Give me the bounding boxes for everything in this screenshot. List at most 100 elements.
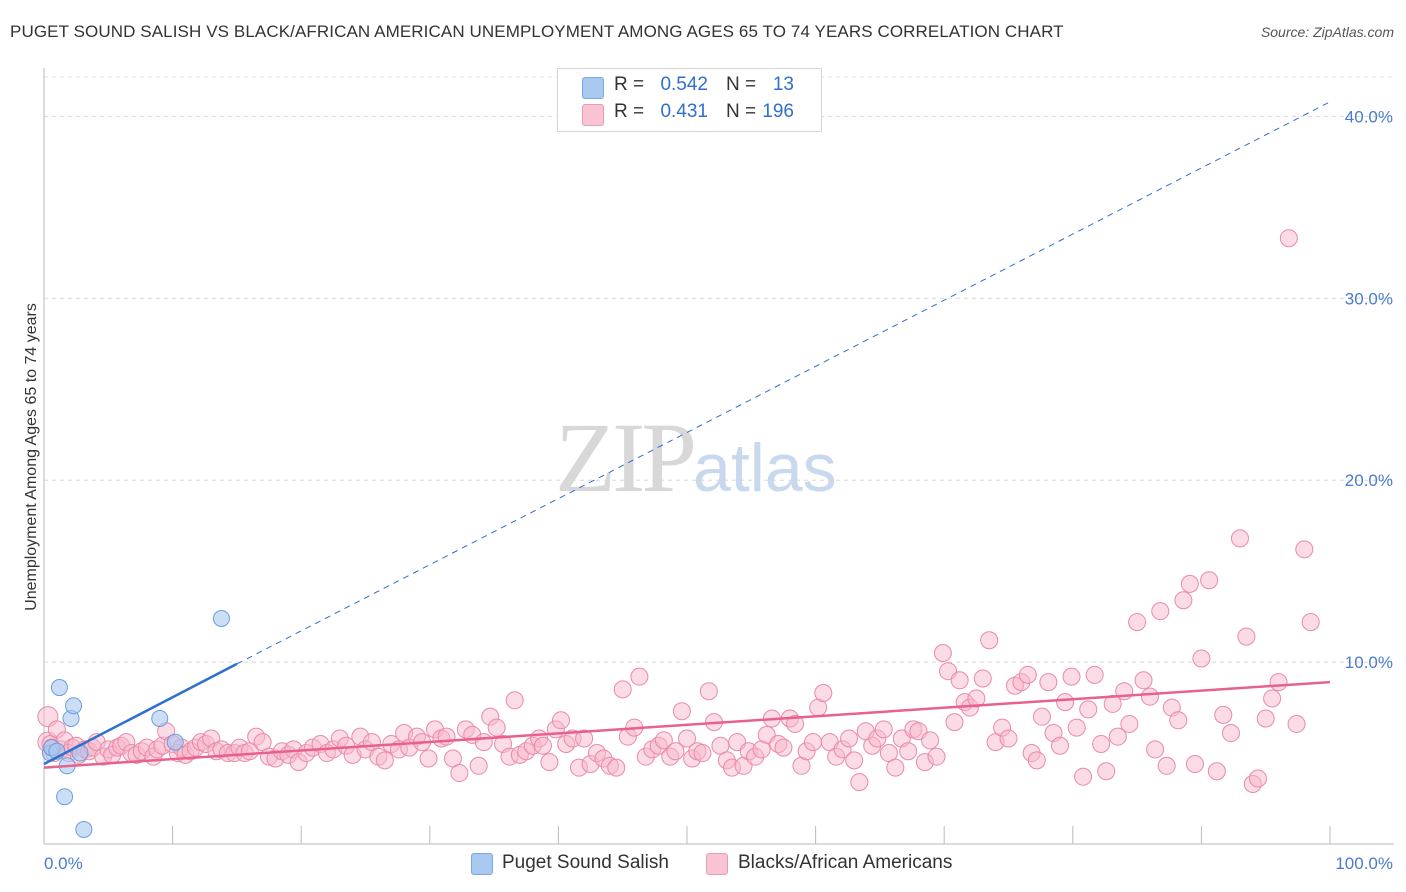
data-point-black bbox=[1027, 751, 1046, 770]
series-blacks-african-americans bbox=[37, 229, 1320, 793]
data-point-black bbox=[1151, 602, 1170, 621]
data-point-black bbox=[1207, 762, 1226, 781]
grid-lines bbox=[44, 76, 1394, 663]
y-tick-label: 30.0% bbox=[1345, 289, 1393, 308]
data-point-black bbox=[699, 682, 718, 701]
data-point-salish bbox=[56, 788, 74, 806]
data-point-black bbox=[1237, 627, 1256, 646]
data-point-black bbox=[921, 731, 940, 750]
data-point-black bbox=[967, 689, 986, 708]
data-point-black bbox=[973, 669, 992, 688]
data-point-black bbox=[1174, 591, 1193, 610]
data-point-black bbox=[980, 631, 999, 650]
data-point-black bbox=[1169, 711, 1188, 730]
data-point-black bbox=[1092, 734, 1111, 753]
data-point-black bbox=[375, 751, 394, 770]
y-tick-label: 40.0% bbox=[1345, 107, 1393, 126]
legend-row-black: R = 0.431 N = 196 bbox=[558, 101, 821, 127]
data-point-black bbox=[666, 742, 685, 761]
bottom-legend-swatch-salish bbox=[471, 853, 493, 875]
data-point-salish bbox=[166, 733, 184, 751]
data-point-black bbox=[1214, 705, 1233, 724]
data-point-black bbox=[533, 736, 552, 755]
legend-r-label: R = bbox=[614, 101, 645, 122]
data-point-black bbox=[1185, 754, 1204, 773]
data-point-black bbox=[945, 713, 964, 732]
data-point-black bbox=[933, 644, 952, 662]
data-point-salish bbox=[212, 609, 230, 627]
data-point-black bbox=[850, 773, 869, 792]
data-point-black bbox=[1287, 714, 1306, 733]
data-point-black bbox=[1146, 740, 1165, 759]
data-point-black bbox=[1062, 667, 1081, 686]
data-point-black bbox=[1140, 687, 1159, 706]
data-point-black bbox=[804, 733, 823, 752]
data-point-black bbox=[654, 731, 673, 750]
data-point-black bbox=[999, 729, 1018, 748]
data-point-black bbox=[1263, 689, 1282, 708]
data-point-black bbox=[450, 764, 469, 783]
legend-r-label: R = bbox=[614, 74, 645, 95]
source-label: Source: ZipAtlas.com bbox=[1260, 24, 1394, 40]
data-point-black bbox=[1157, 756, 1176, 775]
data-point-black bbox=[1079, 700, 1098, 719]
data-point-black bbox=[874, 720, 893, 739]
data-point-black bbox=[1301, 613, 1320, 632]
data-point-black bbox=[540, 753, 559, 772]
y-tick-label: 20.0% bbox=[1345, 471, 1393, 490]
bottom-legend-label-black: Blacks/African Americans bbox=[738, 852, 953, 873]
data-point-salish bbox=[50, 679, 68, 697]
legend-row-salish: R = 0.542 N = 13 bbox=[558, 74, 821, 100]
data-point-black bbox=[551, 711, 570, 730]
legend-n-label: N = bbox=[726, 74, 757, 95]
data-point-black bbox=[1279, 229, 1298, 248]
watermark-zip: ZIP bbox=[555, 402, 697, 513]
data-point-black bbox=[1269, 673, 1288, 692]
legend-n-value: 13 bbox=[772, 74, 794, 95]
data-point-black bbox=[1192, 649, 1211, 668]
data-point-black bbox=[1108, 727, 1127, 746]
data-point-black bbox=[1085, 665, 1104, 684]
data-point-black bbox=[1248, 769, 1267, 788]
x-tick-label: 100.0% bbox=[1335, 854, 1393, 873]
chart-title: PUGET SOUND SALISH VS BLACK/AFRICAN AMER… bbox=[10, 22, 1064, 41]
data-point-black bbox=[613, 680, 632, 699]
data-point-black bbox=[1032, 707, 1051, 726]
data-point-black bbox=[950, 671, 969, 690]
data-point-black bbox=[927, 747, 946, 766]
data-point-black bbox=[1256, 709, 1275, 728]
legend-swatch-black bbox=[582, 104, 604, 126]
data-point-black bbox=[630, 667, 649, 686]
series-puget-sound-salish bbox=[41, 609, 230, 838]
data-point-black bbox=[469, 756, 488, 775]
y-axis-label: Unemployment Among Ages 65 to 74 years bbox=[23, 303, 40, 611]
data-point-black bbox=[1221, 724, 1240, 743]
legend-r-value: 0.542 bbox=[660, 74, 708, 95]
bottom-legend-swatch-black bbox=[706, 853, 728, 875]
legend: R = 0.542 N = 13 R = 0.431 N = 196 bbox=[557, 68, 822, 132]
tick-labels: 10.0% 20.0% 30.0% 40.0% 0.0% 100.0% bbox=[44, 107, 1393, 873]
bottom-legend-label-salish: Puget Sound Salish bbox=[502, 852, 669, 873]
data-point-black bbox=[1128, 613, 1147, 632]
trend-line-salish bbox=[43, 662, 238, 766]
data-point-black bbox=[672, 702, 691, 721]
data-point-black bbox=[1097, 762, 1116, 781]
data-point-black bbox=[1039, 673, 1058, 692]
trend-line-black bbox=[43, 680, 1331, 769]
data-point-black bbox=[419, 749, 438, 768]
x-tick-label: 0.0% bbox=[44, 854, 83, 873]
data-point-black bbox=[1056, 693, 1075, 712]
data-point-black bbox=[1074, 767, 1093, 786]
data-point-black bbox=[886, 758, 905, 777]
data-point-salish bbox=[151, 709, 169, 727]
data-point-black bbox=[505, 691, 524, 710]
data-point-black bbox=[1200, 571, 1219, 590]
data-point-black bbox=[840, 729, 859, 748]
data-point-black bbox=[1018, 665, 1037, 684]
legend-r-value: 0.431 bbox=[660, 101, 708, 122]
data-point-black bbox=[1134, 671, 1153, 690]
data-point-black bbox=[1230, 529, 1249, 548]
legend-n-label: N = bbox=[726, 101, 757, 122]
data-point-black bbox=[607, 758, 626, 777]
